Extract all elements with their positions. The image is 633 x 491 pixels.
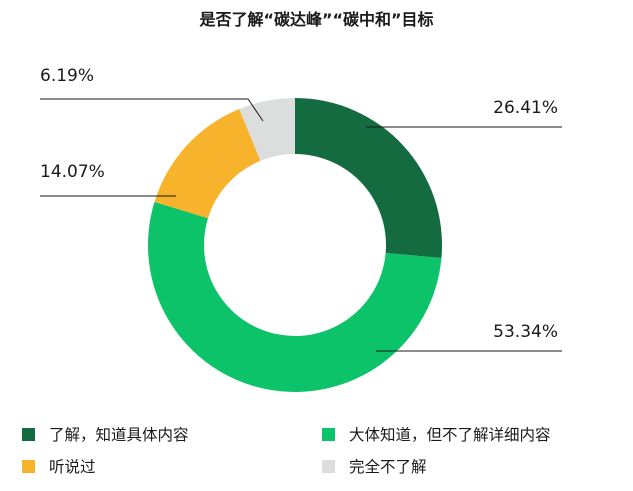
legend-label-heard-of: 听说过 — [49, 458, 96, 476]
slice-heard-of — [154, 108, 261, 219]
legend-swatch-heard-of — [22, 459, 35, 473]
legend-swatch-understand — [22, 427, 35, 441]
legend-item-roughly-know: 大体知道，但不了解详细内容 — [322, 424, 622, 444]
donut-chart: 26.41% 53.34% 14.07% 6.19% — [40, 66, 562, 392]
slice-no-idea — [239, 98, 295, 161]
data-label-heard-of: 14.07% — [40, 162, 105, 182]
legend-swatch-roughly-know — [322, 427, 335, 441]
legend: 了解，知道具体内容 大体知道，但不了解详细内容 听说过 完全不了解 — [22, 424, 622, 476]
slice-understand — [295, 98, 443, 258]
slice-roughly-know — [148, 201, 442, 392]
legend-item-no-idea: 完全不了解 — [322, 456, 622, 476]
legend-label-roughly-know: 大体知道，但不了解详细内容 — [349, 426, 551, 444]
data-label-understand: 26.41% — [493, 98, 558, 118]
data-label-no-idea: 6.19% — [40, 66, 94, 86]
legend-item-understand: 了解，知道具体内容 — [22, 424, 322, 444]
legend-swatch-no-idea — [322, 459, 335, 473]
legend-label-understand: 了解，知道具体内容 — [49, 426, 189, 444]
chart-title: 是否了解“碳达峰”“碳中和”目标 — [199, 10, 434, 29]
data-label-roughly-know: 53.34% — [493, 322, 558, 342]
legend-label-no-idea: 完全不了解 — [349, 458, 427, 476]
leader-line-no-idea — [40, 98, 264, 122]
legend-item-heard-of: 听说过 — [22, 456, 322, 476]
